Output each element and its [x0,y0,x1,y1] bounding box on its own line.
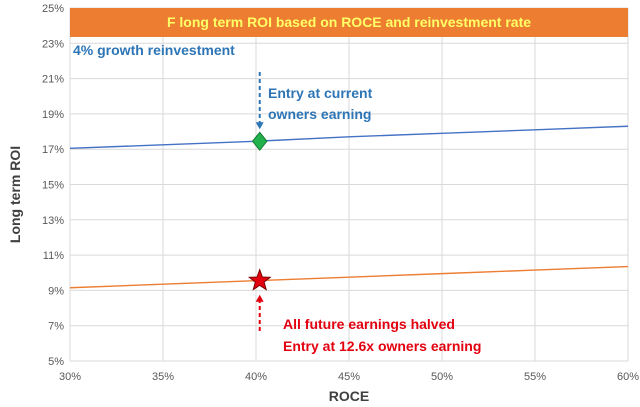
series-line-2 [69,265,629,289]
x-tick-label: 40% [245,371,267,383]
x-tick-label: 55% [524,371,546,383]
series-line-1 [69,125,629,150]
x-tick-label: 30% [59,371,81,383]
y-tick-label: 23% [42,38,64,50]
y-tick-label: 15% [42,180,64,192]
point-markers [247,131,272,291]
y-tick-label: 17% [42,144,64,156]
y-tick-label: 9% [48,285,64,297]
halved-entry-annotation-line-2: Entry at 12.6x owners earning [283,338,481,354]
current-entry-annotation-line-1: Entry at current [268,85,373,101]
current-entry-marker [251,131,268,152]
halved-entry-annotation-line-1: All future earnings halved [283,316,455,332]
y-tick-label: 13% [42,215,64,227]
y-tick-label: 19% [42,109,64,121]
title-banner [70,8,628,37]
series-lines [69,125,629,289]
x-axis-label: ROCE [329,388,369,404]
y-axis-label: Long term ROI [7,146,23,243]
chart-title: F long term ROI based on ROCE and reinve… [167,14,531,30]
x-tick-label: 45% [338,371,360,383]
x-tick-label: 50% [431,371,453,383]
y-tick-label: 5% [48,356,64,368]
current-entry-arrowhead [255,122,264,130]
x-tick-label: 60% [617,371,639,383]
y-tick-label: 11% [43,250,64,262]
y-tick-labels: 5% 7% 9% 11% 13% 15% 17% 19% 21% 23% 25% [42,3,64,368]
annotation-arrows [255,72,264,331]
current-entry-annotation-line-2: owners earning [268,106,371,122]
x-tick-label: 35% [152,371,174,383]
growth-reinvestment-label: 4% growth reinvestment [73,42,235,58]
y-tick-label: 21% [42,74,64,86]
x-tick-labels: 30% 35% 40% 45% 50% 55% 60% [59,371,639,383]
y-tick-label: 25% [42,3,64,15]
halved-entry-marker [247,268,272,291]
grid-lines [69,7,629,362]
y-tick-label: 7% [48,321,64,333]
halved-entry-arrowhead [255,294,264,302]
